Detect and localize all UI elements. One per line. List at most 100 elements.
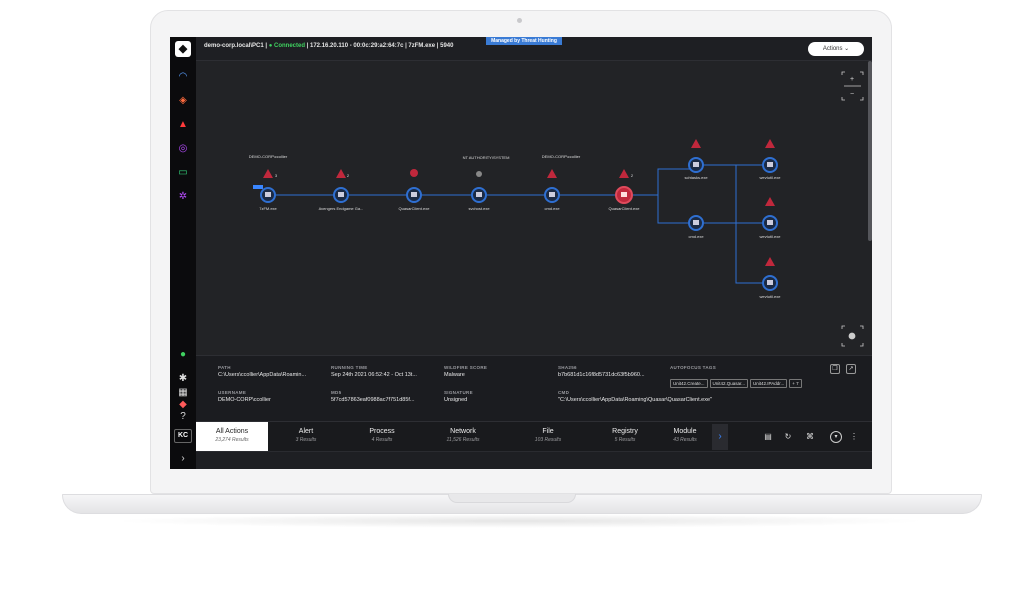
laptop-notch: [448, 494, 576, 503]
autofocus-tag[interactable]: Unit42.IPAddr...: [750, 379, 788, 388]
signature-field: SIGNATURE Unsigned: [444, 390, 473, 403]
node-quasar1[interactable]: [406, 187, 422, 203]
tab-label: Alert: [298, 428, 314, 435]
results-tabs: All Actions 23,274 Results Alert 3 Resul…: [196, 421, 872, 452]
tab-alert[interactable]: Alert 3 Results: [268, 422, 344, 452]
more-tags-button[interactable]: + 7: [789, 379, 802, 388]
logo-icon[interactable]: ◆: [175, 41, 191, 57]
connection-info: demo-corp.local\PC1 | ● Connected | 172.…: [204, 43, 453, 49]
sha-value[interactable]: b7b681d1c16f8d5731dc63f5b960...: [558, 372, 645, 378]
filter-icon[interactable]: ▾: [830, 431, 842, 443]
apps-icon[interactable]: ▦: [178, 387, 188, 398]
tab-label: Registry: [612, 428, 638, 435]
tabs-next-button[interactable]: ›: [712, 424, 728, 450]
cmd-field: CMD "C:\Users\ccollier\AppData\Roaming\Q…: [558, 390, 712, 403]
zoom-in-icon[interactable]: +: [850, 76, 854, 83]
alert-count-2: 2: [347, 173, 350, 178]
code-icon[interactable]: ⌘: [806, 432, 814, 441]
tab-count: 11,526 Results: [446, 437, 480, 443]
left-rail: ◆ ◠ ◈ ▲ ◎ ▭ ✲ ● ✱ ▦ ◆ ? KC ›: [170, 37, 196, 469]
question-icon[interactable]: ?: [180, 411, 186, 422]
md5-field: MD5 5f7cd57863eaf0988ac7f751d85f...: [331, 390, 415, 403]
network-icon[interactable]: ✲: [178, 191, 188, 202]
running-label: RUNNING TIME: [331, 365, 368, 370]
edge-wevt2: [704, 164, 766, 224]
open-external-icon[interactable]: ↗: [846, 364, 856, 374]
alert-triangle-icon: [765, 257, 775, 266]
alert-triangle-icon: [263, 169, 273, 178]
tab-process[interactable]: Process 4 Results: [344, 422, 420, 452]
shield-icon[interactable]: ◈: [179, 95, 187, 106]
node-quasar2[interactable]: [615, 186, 633, 204]
tab-count: 23,274 Results: [215, 437, 249, 443]
tab-module[interactable]: Module 43 Results: [660, 422, 710, 452]
managed-badge: Managed by Threat Hunting: [486, 37, 562, 45]
username-value[interactable]: DEMO-CORP\ccollier: [218, 397, 271, 403]
recenter-icon[interactable]: [841, 325, 864, 347]
tab-label: Module: [673, 428, 697, 435]
node-label: svchost.exe: [468, 206, 490, 211]
node-label: cmd.exe: [544, 206, 560, 211]
autofocus-field: AUTOFOCUS TAGS Unit42.Create... Unit42.Qu…: [670, 365, 804, 390]
sha-field: SHA256 b7b681d1c16f8d5731dc63f5b960...: [558, 365, 645, 378]
path-value[interactable]: C:\Users\ccollier\AppData\Roamin...: [218, 372, 307, 378]
node-label: wevtutil.exe: [760, 294, 782, 299]
canvas-scrollbar[interactable]: [868, 61, 872, 241]
refresh-icon[interactable]: ↻: [784, 432, 792, 441]
wildfire-field: WILDFIRE SCORE Malware: [444, 365, 487, 378]
user-avatar[interactable]: KC: [174, 429, 192, 443]
node-avengers[interactable]: [333, 187, 349, 203]
results-grid-header: [196, 451, 872, 469]
tab-count: 5 Results: [614, 437, 636, 443]
node-cmd2[interactable]: [688, 215, 704, 231]
node-label: wevtutil.exe: [760, 175, 782, 180]
zoom-controls[interactable]: [841, 71, 864, 101]
node-cmd1[interactable]: [544, 187, 560, 203]
hat-icon[interactable]: ▲: [178, 119, 188, 130]
node-label: QuasarClient.exe: [609, 206, 641, 211]
edge-schtasks: [626, 168, 692, 196]
md5-value[interactable]: 5f7cd57863eaf0988ac7f751d85f...: [331, 397, 415, 403]
node-7zfm[interactable]: [260, 187, 276, 203]
top-bar: demo-corp.local\PC1 | ● Connected | 172.…: [196, 37, 872, 61]
node-wevtutil1[interactable]: [762, 157, 778, 173]
actions-button[interactable]: Actions ⌄: [808, 42, 864, 56]
cmd-value[interactable]: "C:\Users\ccollier\AppData\Roaming\Quasa…: [558, 397, 712, 403]
endpoint-path: demo-corp.local\PC1 |: [204, 43, 269, 49]
more-menu-icon[interactable]: ⋮: [850, 432, 858, 441]
node-svchost[interactable]: [471, 187, 487, 203]
tab-file[interactable]: File 103 Results: [506, 422, 590, 452]
autofocus-label: AUTOFOCUS TAGS: [670, 365, 717, 370]
zoom-out-icon[interactable]: −: [850, 91, 854, 98]
settings-icon[interactable]: ✱: [178, 373, 188, 384]
app-screen: ◆ ◠ ◈ ▲ ◎ ▭ ✲ ● ✱ ▦ ◆ ? KC › demo-corp.l…: [170, 37, 872, 469]
username-label: USERNAME: [218, 390, 247, 395]
copy-icon[interactable]: ❐: [830, 364, 840, 374]
export-icon[interactable]: ▤: [764, 432, 772, 441]
tab-registry[interactable]: Registry 5 Results: [590, 422, 660, 452]
help-icon[interactable]: ●: [179, 349, 187, 360]
edge-wevt4: [735, 223, 766, 284]
tab-network[interactable]: Network 11,526 Results: [420, 422, 506, 452]
fingerprint-icon[interactable]: ◎: [178, 143, 188, 154]
autofocus-tag[interactable]: Unit42.Quasar...: [709, 379, 749, 388]
causality-graph: 3 2 2 DEMO-CORP\ccollier NT AUTHORITY\SY…: [249, 71, 864, 347]
node-label: Avengers Endgame Ga...: [319, 206, 364, 211]
path-field: PATH C:\Users\ccollier\AppData\Roamin...: [218, 365, 306, 378]
gear-icon: [476, 171, 482, 177]
autofocus-tag[interactable]: Unit42.Create...: [670, 379, 708, 388]
tab-label: Process: [369, 428, 395, 435]
connection-status: ● Connected: [268, 43, 305, 49]
node-wevtutil2[interactable]: [762, 215, 778, 231]
origin-marker: [253, 185, 263, 189]
camera-icon: [517, 18, 522, 23]
alert-icon[interactable]: ◆: [179, 399, 187, 410]
tab-count: 43 Results: [673, 437, 697, 443]
node-wevtutil3[interactable]: [762, 275, 778, 291]
tab-all-actions[interactable]: All Actions 23,274 Results: [196, 422, 268, 452]
alert-triangle-icon: [691, 139, 701, 148]
expand-icon[interactable]: ›: [181, 453, 185, 464]
node-schtasks[interactable]: [688, 157, 704, 173]
dashboard-icon[interactable]: ◠: [178, 71, 188, 82]
monitor-icon[interactable]: ▭: [178, 167, 188, 178]
